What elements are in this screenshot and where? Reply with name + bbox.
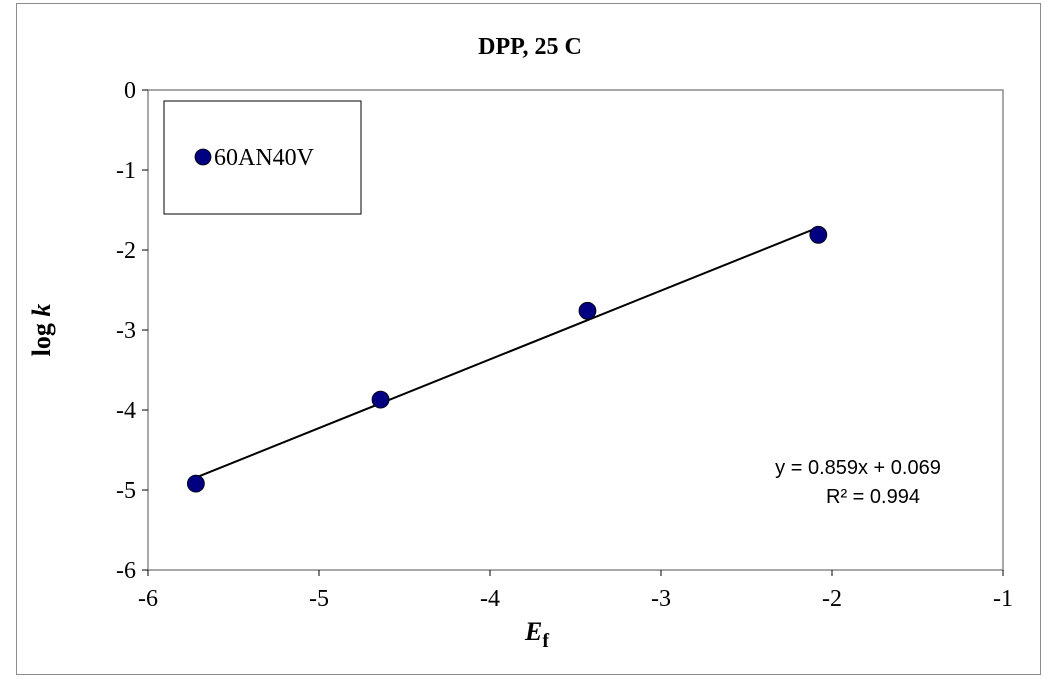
legend: 60AN40V (163, 100, 362, 215)
x-tick-label: -3 (651, 586, 671, 612)
trendline-r-squared: R² = 0.994 (826, 486, 920, 508)
x-axis-label-main: E (524, 617, 542, 646)
x-tick-label: -1 (993, 586, 1013, 612)
y-axis-label-main: log (27, 317, 56, 357)
y-axis: 0 -1 -2 -3 -4 -5 -6 (116, 78, 148, 584)
y-tick-label: -2 (116, 238, 136, 264)
y-tick-label: -6 (116, 558, 136, 584)
x-axis-label: Ef (524, 617, 549, 652)
x-axis: -6 -5 -4 -3 -2 -1 (138, 570, 1013, 612)
legend-marker (194, 148, 212, 166)
x-tick-label: -5 (309, 586, 329, 612)
y-tick-label: -5 (116, 478, 136, 504)
x-axis-label-subscript: f (542, 630, 549, 652)
y-tick-label: 0 (124, 78, 136, 104)
trendline (195, 226, 819, 479)
data-point (809, 225, 828, 244)
legend-box (163, 100, 362, 215)
data-point (371, 390, 390, 409)
y-axis-label: log k (27, 304, 56, 357)
chart-title: DPP, 25 C (478, 34, 582, 60)
legend-label: 60AN40V (214, 145, 315, 171)
trendline-equation: y = 0.859x + 0.069 (775, 457, 941, 479)
y-tick-label: -1 (116, 158, 136, 184)
x-tick-label: -2 (822, 586, 842, 612)
data-points (186, 225, 828, 493)
y-axis-label-italic: k (27, 304, 56, 317)
y-tick-label: -3 (116, 318, 136, 344)
y-tick-label: -4 (116, 398, 136, 424)
x-tick-label: -6 (138, 586, 158, 612)
x-tick-label: -4 (480, 586, 500, 612)
data-point (578, 301, 597, 320)
data-point (186, 474, 205, 493)
